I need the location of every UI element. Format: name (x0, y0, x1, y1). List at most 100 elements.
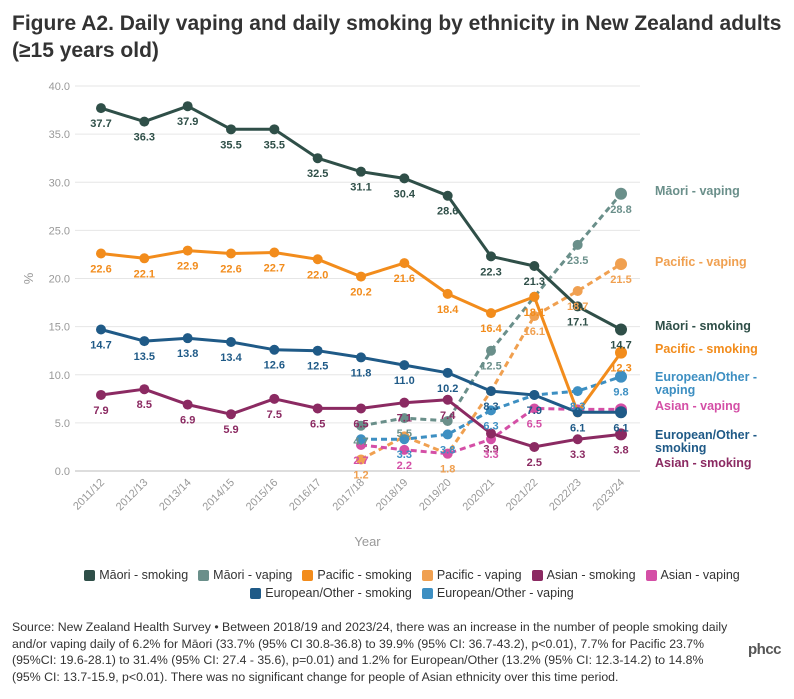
legend-item[interactable]: Asian - vaping (645, 568, 740, 582)
data-label: 7.1 (397, 413, 412, 425)
data-label: 18.7 (567, 301, 588, 313)
x-tick-label: 2017/18 (331, 477, 368, 514)
data-point (96, 389, 106, 400)
data-label: 6.5 (310, 418, 325, 430)
data-point (615, 323, 627, 336)
data-label: 12.3 (610, 363, 631, 375)
data-point (356, 403, 366, 414)
phcc-logo: phcc (748, 641, 782, 658)
data-label: 6.3 (483, 420, 498, 432)
data-point (269, 124, 280, 135)
data-label: 16.4 (480, 323, 502, 335)
data-label: 6.5 (353, 418, 368, 430)
data-label: 12.5 (480, 361, 501, 373)
data-label: 7.4 (440, 410, 456, 422)
data-point (139, 384, 150, 395)
data-point (226, 248, 236, 259)
data-label: 3.3 (570, 449, 585, 461)
x-axis-label: Year (354, 534, 381, 549)
y-axis-label: % (21, 272, 36, 284)
legend-item[interactable]: Pacific - vaping (421, 568, 522, 582)
data-point (399, 413, 410, 424)
data-label: 16.1 (524, 326, 545, 338)
data-label: 8.3 (570, 401, 585, 413)
x-tick-label: 2019/20 (417, 477, 454, 514)
legend-item[interactable]: Asian - smoking (531, 568, 636, 582)
data-point (486, 345, 496, 356)
data-point (442, 394, 453, 405)
data-point (182, 245, 193, 256)
data-label: 28.6 (437, 206, 458, 218)
data-point (182, 333, 193, 344)
data-point (226, 124, 236, 135)
data-label: 7.5 (267, 409, 282, 421)
data-label: 21.3 (524, 276, 545, 288)
y-tick-label: 20.0 (49, 274, 70, 286)
legend-item[interactable]: European/Other - smoking (250, 586, 412, 600)
y-tick-label: 15.0 (49, 322, 70, 334)
data-label: 7.9 (527, 405, 542, 417)
point-labels: 37.7 36.3 37.9 35.5 35.5 32.5 31.1 30.4 28.6 22.3… (90, 116, 631, 481)
series-end-label: smoking (655, 441, 706, 455)
data-point (442, 429, 453, 440)
data-label: 7.9 (93, 405, 108, 417)
data-point (486, 428, 496, 439)
data-point (356, 271, 366, 282)
legend-item[interactable]: European/Other - vaping (421, 586, 574, 600)
data-label: 14.7 (610, 340, 631, 352)
legend-label: Māori - smoking (99, 568, 189, 582)
data-label: 5.5 (397, 428, 412, 440)
data-point (572, 434, 583, 445)
end-labels: Māori - smoking Māori - vaping Pacific - s… (655, 184, 758, 470)
x-tick-label: 2014/15 (201, 477, 238, 514)
y-tick-label: 25.0 (49, 225, 70, 237)
data-label: 22.6 (220, 263, 241, 275)
data-label: 3.9 (483, 443, 498, 455)
legend-item[interactable]: Pacific - smoking (302, 568, 412, 582)
legend-item[interactable]: Māori - vaping (198, 568, 292, 582)
x-tick-label: 2013/14 (157, 477, 194, 514)
data-point (572, 301, 583, 312)
data-point (312, 403, 323, 414)
data-label: 4.7 (353, 436, 368, 448)
data-point (399, 360, 410, 371)
legend-swatch (421, 569, 433, 581)
data-point (615, 258, 627, 271)
data-label: 11.0 (394, 375, 415, 387)
data-label: 2.2 (397, 460, 412, 472)
series-end-label: vaping (655, 383, 695, 397)
data-point (139, 116, 150, 127)
data-label: 14.7 (90, 340, 111, 352)
series-end-label: Asian - smoking (655, 456, 752, 470)
data-label: 22.1 (134, 268, 155, 280)
data-label: 13.4 (220, 352, 242, 364)
legend-item[interactable]: Māori - smoking (84, 568, 188, 582)
data-label: 23.5 (567, 255, 588, 267)
gridlines (75, 85, 640, 472)
data-label: 9.8 (613, 387, 628, 399)
data-label: 13.5 (134, 351, 155, 363)
data-point (615, 346, 627, 359)
series-end-label: Pacific - smoking (655, 342, 758, 356)
y-tick-label: 40.0 (49, 81, 70, 93)
source-note: Source: New Zealand Health Survey • Betw… (12, 620, 728, 684)
y-tick-label: 10.0 (49, 370, 70, 382)
x-tick-label: 2015/16 (244, 477, 281, 514)
data-label: 18.4 (437, 304, 459, 316)
data-label: 3.3 (397, 449, 412, 461)
data-label: 17.1 (567, 316, 588, 328)
x-tick-label: 2020/21 (461, 477, 498, 514)
data-point (269, 393, 280, 404)
data-label: 11.8 (351, 367, 372, 379)
data-point (399, 434, 410, 445)
x-tick-label: 2016/17 (287, 477, 324, 514)
data-point (139, 336, 150, 347)
legend-swatch (421, 587, 433, 599)
y-tick-label: 0.0 (55, 466, 70, 478)
data-point (442, 448, 453, 459)
legend: Māori - smoking Māori - vaping Pacific - s… (62, 568, 762, 600)
data-point (226, 337, 236, 348)
data-label: 18.1 (524, 307, 545, 319)
data-label: 1.8 (440, 464, 455, 476)
data-label: 22.0 (307, 269, 328, 281)
